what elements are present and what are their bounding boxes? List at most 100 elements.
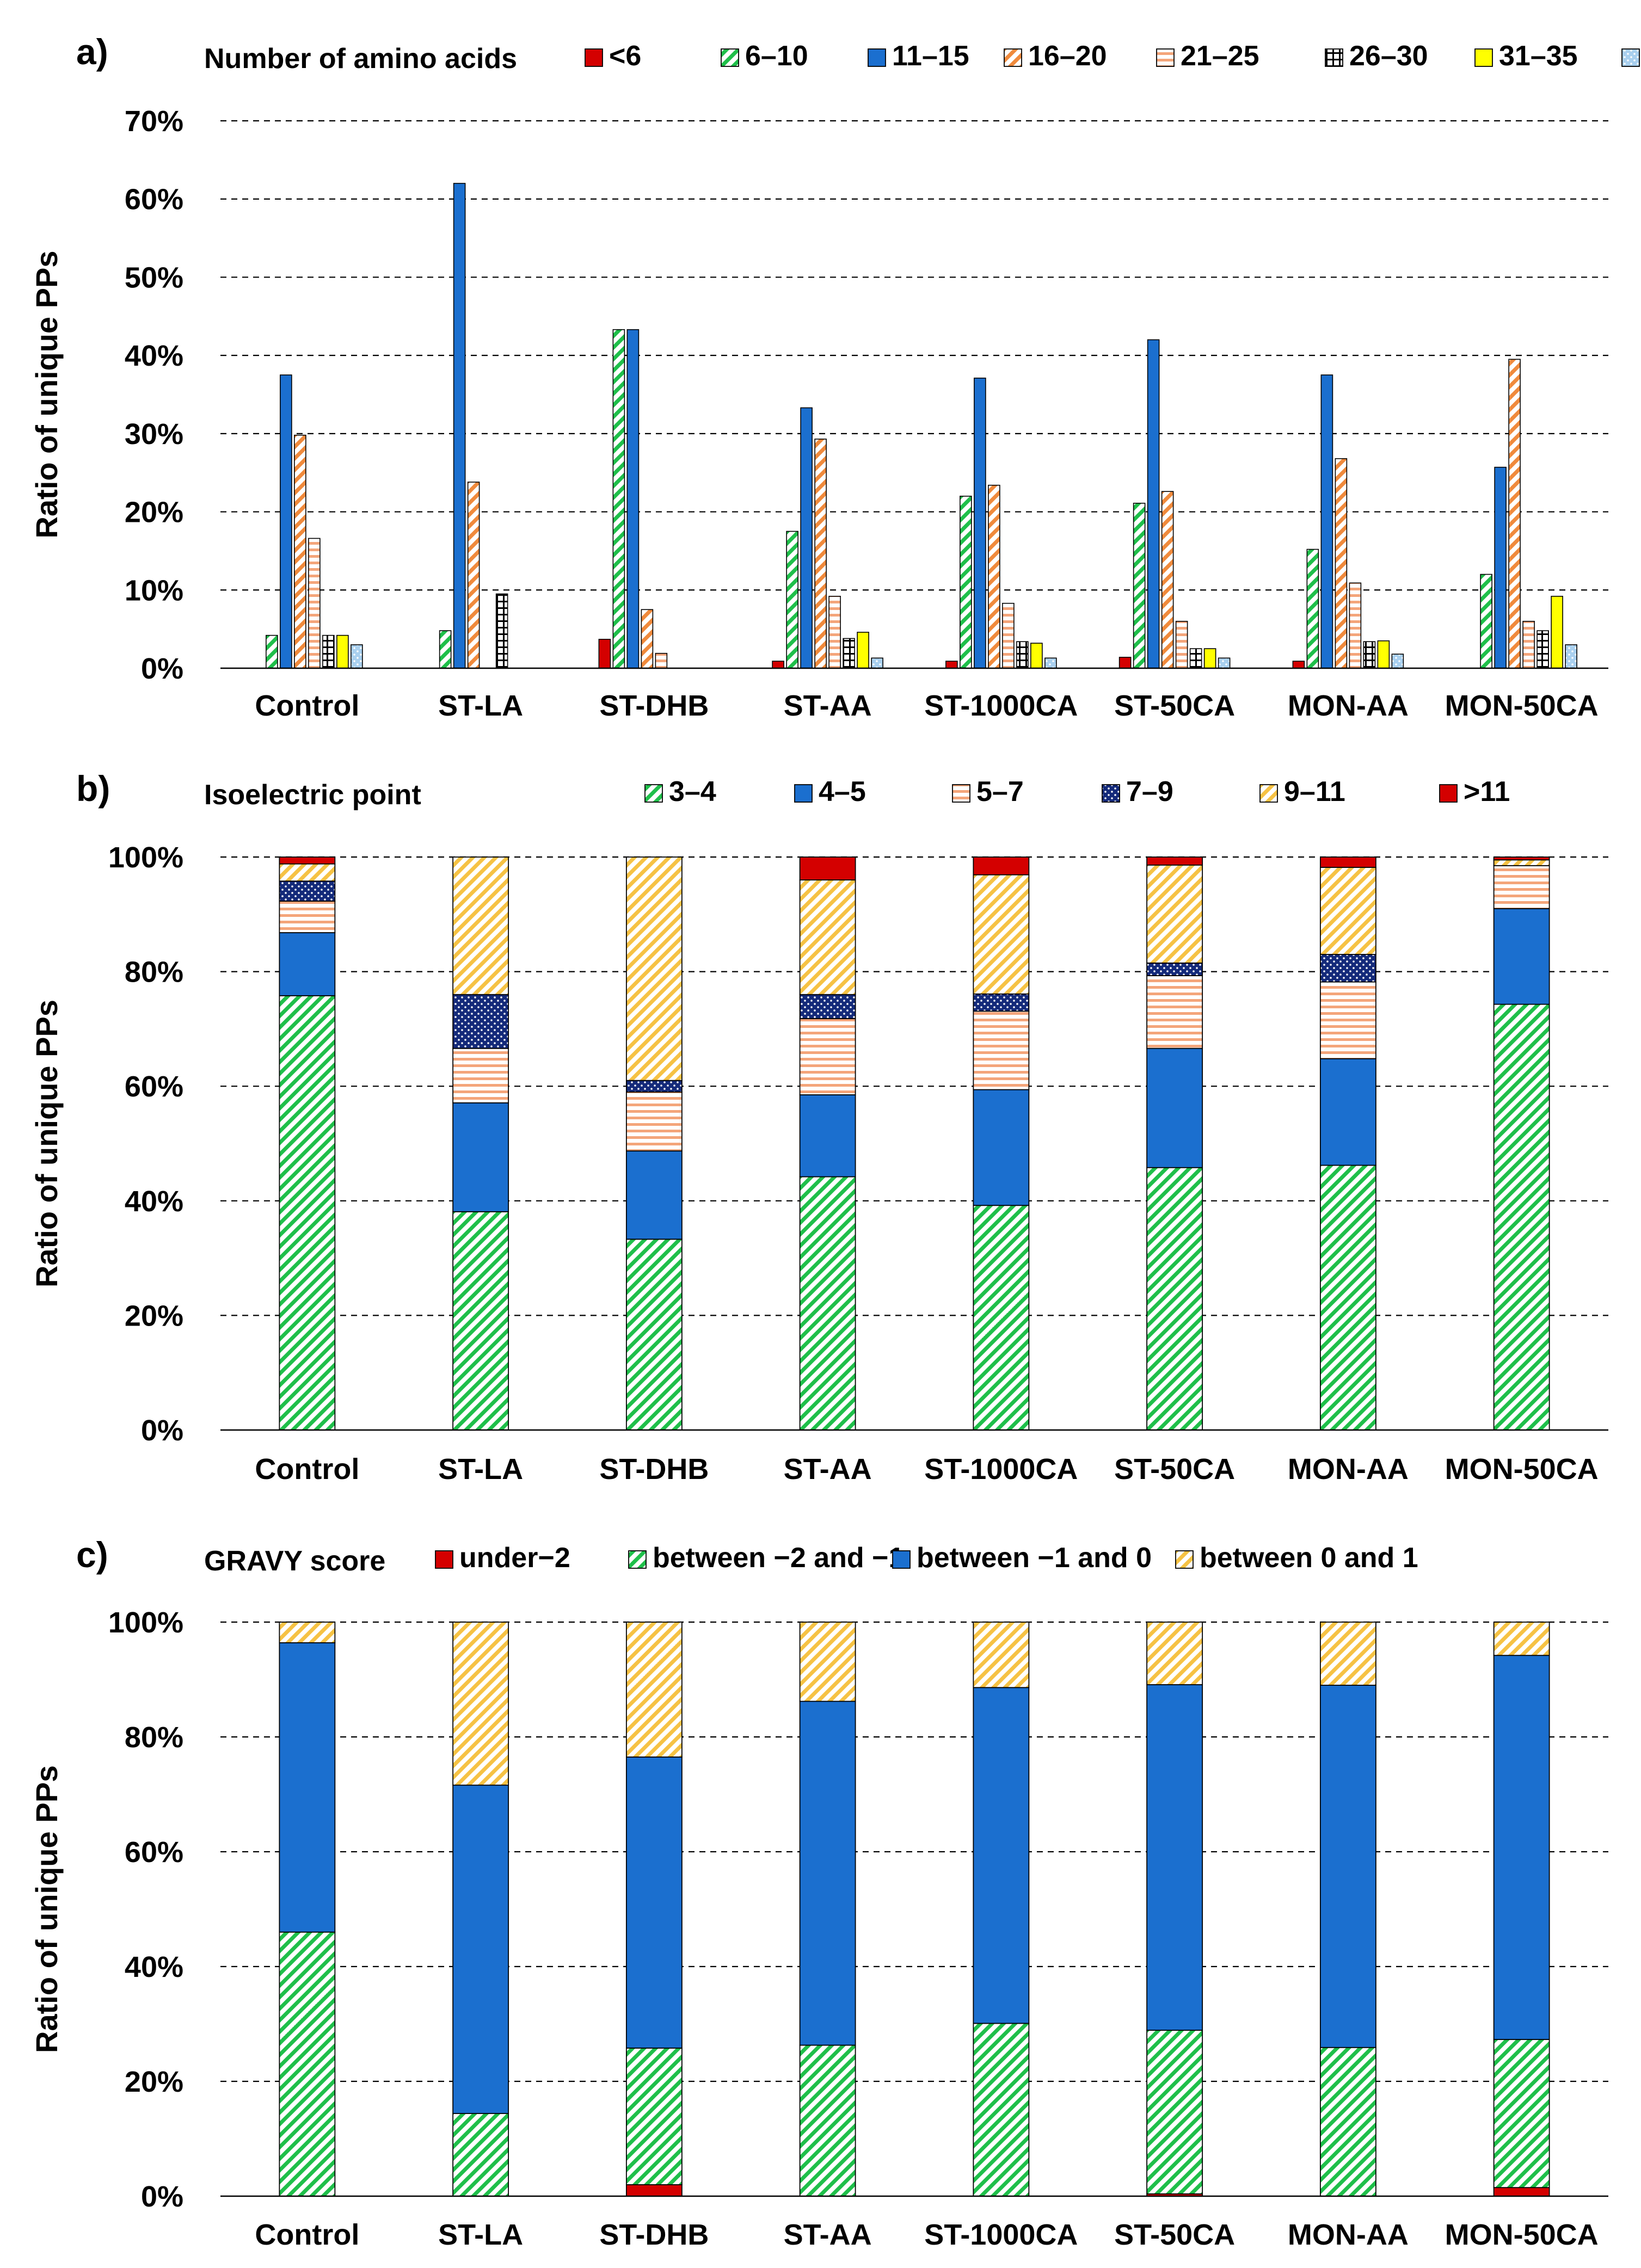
legend-label: 3–4	[669, 776, 716, 808]
legend-label: 9–11	[1284, 776, 1345, 808]
bar-mon-aa-26-30	[1363, 641, 1376, 669]
panel-label: b)	[76, 768, 110, 809]
bar-st-dhb-6-10	[612, 329, 625, 669]
bar-mon-aa-lt6	[1292, 661, 1305, 669]
legend-item-between-0-and-1: between 0 and 1	[1175, 1542, 1418, 1574]
bar-st-aa-6-10	[786, 531, 798, 669]
legend-swatch	[628, 1550, 647, 1569]
bar-st-dhb-21-25	[655, 652, 668, 669]
legend-item-lt6: <6	[585, 40, 641, 72]
legend-item-7-9: 7–9	[1102, 776, 1173, 808]
bar-segment-st-1000ca-between-1-and-0	[973, 1687, 1030, 2024]
bar-segment-st-dhb-9-11	[625, 856, 683, 1081]
y-tick-label: 40%	[125, 1951, 183, 1983]
bar-segment-st-aa-3-4	[799, 1176, 856, 1431]
bar-st-aa-31-35	[857, 632, 869, 669]
bar-segment-st-dhb-7-9	[625, 1080, 683, 1093]
bar-segment-st-aa-between-1-and-0	[799, 1700, 856, 2046]
chart-panel-c: c) GRAVY score Ratio of unique PPs 0% 20% 40%…	[29, 1534, 1608, 2251]
bar-segment-st-1000ca-7-9	[973, 993, 1030, 1012]
bar-segment-st-50ca-gt11	[1146, 856, 1203, 866]
bar-segment-mon-50ca-under-2	[1493, 2187, 1550, 2197]
legend-label: under−2	[459, 1542, 570, 1574]
legend-item-4-5: 4–5	[794, 776, 866, 808]
bar-st-dhb-11-15	[626, 329, 640, 669]
bar-segment-mon-aa-7-9	[1319, 954, 1376, 983]
bar-st-aa-lt6	[772, 661, 784, 669]
bar-segment-st-50ca-7-9	[1146, 962, 1203, 976]
bar-segment-mon-aa-between-2-and-1	[1319, 2047, 1376, 2197]
y-tick-label: 0%	[141, 652, 183, 685]
bar-st-1000ca-16-20	[988, 484, 1000, 669]
legend-swatch	[644, 784, 663, 803]
bar-st-aa-16-20	[814, 439, 827, 669]
legend-swatch	[1474, 48, 1493, 67]
legend-swatch	[721, 48, 739, 67]
bar-segment-mon-aa-between-1-and-0	[1319, 1685, 1376, 2048]
chart-panel-a: a) Number of amino acids Ratio of unique P…	[29, 32, 1640, 722]
legend-swatch	[1439, 784, 1458, 803]
legend-swatch	[1004, 48, 1022, 67]
bar-segment-st-la-9-11	[452, 856, 509, 995]
bar-segment-st-1000ca-between-2-and-1	[973, 2023, 1030, 2197]
bar-mon-aa-6-10	[1306, 548, 1319, 669]
bar-segment-st-dhb-4-5	[625, 1150, 683, 1240]
y-tick-label: 40%	[125, 340, 183, 372]
bar-control-6-10	[266, 634, 278, 669]
x-tick-label: MON-AA	[1288, 689, 1409, 722]
bar-st-aa-26-30	[843, 638, 855, 669]
bar-segment-st-la-between-0-and-1	[452, 1622, 509, 1786]
legend-label: 31–35	[1499, 40, 1578, 72]
legend-item-under-2: under−2	[435, 1542, 570, 1574]
bar-control-21-25	[308, 538, 321, 669]
bar-segment-st-dhb-between-0-and-1	[625, 1622, 683, 1758]
bar-st-aa-21-25	[828, 595, 841, 669]
legend-item-16-20: 16–20	[1004, 40, 1107, 72]
bar-segment-st-aa-9-11	[799, 879, 856, 995]
bar-segment-st-50ca-between-1-and-0	[1146, 1684, 1203, 2031]
legend-label: 7–9	[1126, 776, 1173, 808]
x-tick-label: ST-1000CA	[924, 689, 1078, 722]
bar-st-1000ca-6-10	[960, 496, 972, 669]
legend-title: GRAVY score	[204, 1545, 385, 1577]
x-tick-label: ST-AA	[784, 689, 872, 722]
bar-segment-st-50ca-9-11	[1146, 864, 1203, 964]
bar-mon-aa-16-20	[1335, 458, 1348, 669]
legend-title: Isoelectric point	[204, 779, 421, 811]
legend-label: 6–10	[745, 40, 808, 72]
bar-mon-aa-31-35	[1377, 640, 1390, 669]
y-tick-label: 60%	[125, 1070, 183, 1103]
x-tick-label: ST-LA	[438, 2218, 523, 2251]
bar-segment-st-1000ca-4-5	[973, 1089, 1030, 1206]
legend-item-9-11: 9–11	[1259, 776, 1345, 808]
y-tick-label: 0%	[141, 1414, 183, 1447]
bar-segment-mon-50ca-5-7	[1493, 865, 1550, 909]
bar-segment-mon-aa-3-4	[1319, 1164, 1376, 1431]
legend-item-21-25: 21–25	[1156, 40, 1259, 72]
legend-label: 4–5	[819, 776, 866, 808]
bar-segment-mon-50ca-3-4	[1493, 1003, 1550, 1431]
legend-swatch	[868, 48, 886, 67]
legend-item-11-15: 11–15	[868, 40, 969, 72]
bar-segment-st-1000ca-9-11	[973, 874, 1030, 995]
legend-item-between-1-and-0: between −1 and 0	[892, 1542, 1152, 1574]
bar-segment-st-50ca-between-2-and-1	[1146, 2030, 1203, 2195]
bar-segment-st-la-5-7	[452, 1047, 509, 1104]
bar-st-1000ca-11-15	[974, 378, 986, 669]
bar-segment-st-la-7-9	[452, 994, 509, 1049]
legend-item-between-2-and-1: between −2 and −1	[628, 1542, 904, 1574]
bar-segment-st-1000ca-between-0-and-1	[973, 1622, 1030, 1688]
bar-control-31-35	[336, 634, 349, 669]
y-axis-label: Ratio of unique PPs	[29, 1000, 64, 1287]
bar-st-1000ca-31-35	[1030, 643, 1043, 669]
bar-control-11-15	[280, 374, 292, 669]
bar-mon-aa-11-15	[1320, 374, 1333, 669]
legend-swatch	[952, 784, 970, 803]
y-tick-label: 0%	[141, 2180, 183, 2213]
bar-segment-control-between-1-and-0	[279, 1642, 336, 1933]
legend-item-26-30: 26–30	[1325, 40, 1428, 72]
bar-segment-st-aa-gt11	[799, 856, 856, 881]
x-tick-label: ST-DHB	[599, 689, 709, 722]
legend-label: <6	[609, 40, 641, 72]
y-tick-label: 60%	[125, 1836, 183, 1869]
